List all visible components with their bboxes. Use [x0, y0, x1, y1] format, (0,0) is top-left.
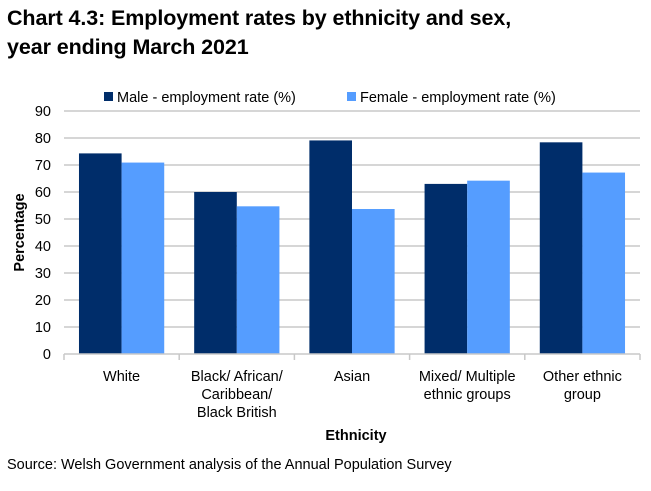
bars: [78, 140, 626, 354]
x-tick-label-line: group: [564, 387, 601, 403]
y-tick-label: 70: [35, 158, 51, 174]
y-tick-label: 20: [35, 293, 51, 309]
bar-female: [236, 206, 280, 354]
source-note: Source: Welsh Government analysis of the…: [7, 457, 452, 473]
x-axis: [63, 353, 641, 360]
bar-male: [309, 140, 352, 354]
bar-male: [539, 142, 583, 354]
x-tick-label-line: Other ethnic: [543, 369, 622, 385]
bar-male: [424, 183, 468, 354]
y-tick-label: 50: [35, 212, 51, 228]
bar-female: [467, 180, 510, 354]
bar-male: [194, 192, 237, 354]
legend-swatch-male: [104, 92, 113, 101]
x-tick-label-line: Asian: [334, 369, 370, 385]
y-tick-label: 30: [35, 266, 51, 282]
legend-label-female: Female - employment rate (%): [360, 90, 556, 106]
bar-female: [582, 172, 626, 354]
y-axis-title: Percentage: [12, 193, 28, 271]
x-axis-title: Ethnicity: [325, 428, 386, 444]
x-tick-label-line: Black/ African/: [191, 369, 284, 385]
x-tick-label-line: Caribbean/: [201, 387, 273, 403]
y-tick-label: 10: [35, 320, 51, 336]
y-tick-label: 40: [35, 239, 51, 255]
x-tick-label: Other ethnic group: [543, 369, 622, 403]
legend-label-male: Male - employment rate (%): [117, 90, 296, 106]
chart-title-line-2: year ending March 2021: [7, 35, 249, 59]
x-tick-labels: White Black/ African/Caribbean/Black Brit…: [103, 369, 622, 421]
x-tick-label-line: Mixed/ Multiple: [419, 369, 516, 385]
x-tick-label-line: ethnic groups: [424, 387, 511, 403]
y-tick-labels: 0 10 20 30 40 50 60 70 80 90: [35, 104, 51, 363]
chart-title-line-1: Chart 4.3: Employment rates by ethnicity…: [7, 6, 512, 30]
bar-female: [352, 209, 395, 354]
y-tick-label: 60: [35, 185, 51, 201]
x-tick-label: White: [103, 369, 140, 385]
bar-female: [121, 162, 165, 354]
y-tick-label: 0: [43, 347, 51, 363]
chart-title: Chart 4.3: Employment rates by ethnicity…: [7, 4, 647, 62]
x-tick-label: Asian: [334, 369, 370, 385]
bar-male: [78, 153, 122, 354]
x-tick-label: Black/ African/Caribbean/Black British: [191, 369, 284, 421]
x-tick-label-line: Black British: [197, 405, 277, 421]
legend-swatch-female: [347, 92, 356, 101]
x-tick-label-line: White: [103, 369, 140, 385]
y-tick-label: 80: [35, 131, 51, 147]
y-tick-label: 90: [35, 104, 51, 120]
x-tick-label: Mixed/ Multiple ethnic groups: [419, 369, 516, 403]
legend: Male - employment rate (%) Female - emplo…: [104, 90, 556, 106]
